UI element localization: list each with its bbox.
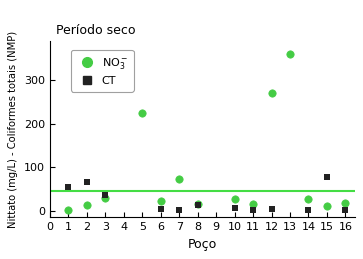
Point — [139, 111, 145, 115]
Point — [65, 185, 71, 189]
Point — [269, 206, 274, 211]
Point — [232, 196, 237, 200]
Point — [84, 203, 90, 207]
Point — [102, 193, 108, 198]
X-axis label: Poço: Poço — [188, 238, 217, 251]
Point — [65, 208, 71, 212]
Y-axis label: Nittato (mg/L) - Coliformes totais (NMP): Nittato (mg/L) - Coliformes totais (NMP) — [8, 31, 19, 228]
Point — [232, 206, 237, 210]
Point — [158, 199, 164, 203]
Point — [343, 208, 348, 212]
Point — [176, 177, 182, 182]
Point — [324, 204, 330, 208]
Point — [269, 91, 274, 95]
Point — [102, 196, 108, 200]
Point — [195, 202, 200, 206]
Point — [343, 201, 348, 205]
Point — [195, 203, 200, 207]
Point — [176, 208, 182, 212]
Point — [306, 208, 311, 212]
Point — [158, 207, 164, 212]
Point — [287, 52, 293, 56]
Point — [250, 208, 256, 212]
Point — [84, 180, 90, 184]
Point — [250, 202, 256, 206]
Legend: NO$_3^-$, CT: NO$_3^-$, CT — [71, 50, 134, 92]
Text: Período seco: Período seco — [56, 24, 135, 37]
Point — [324, 175, 330, 179]
Point — [306, 196, 311, 200]
